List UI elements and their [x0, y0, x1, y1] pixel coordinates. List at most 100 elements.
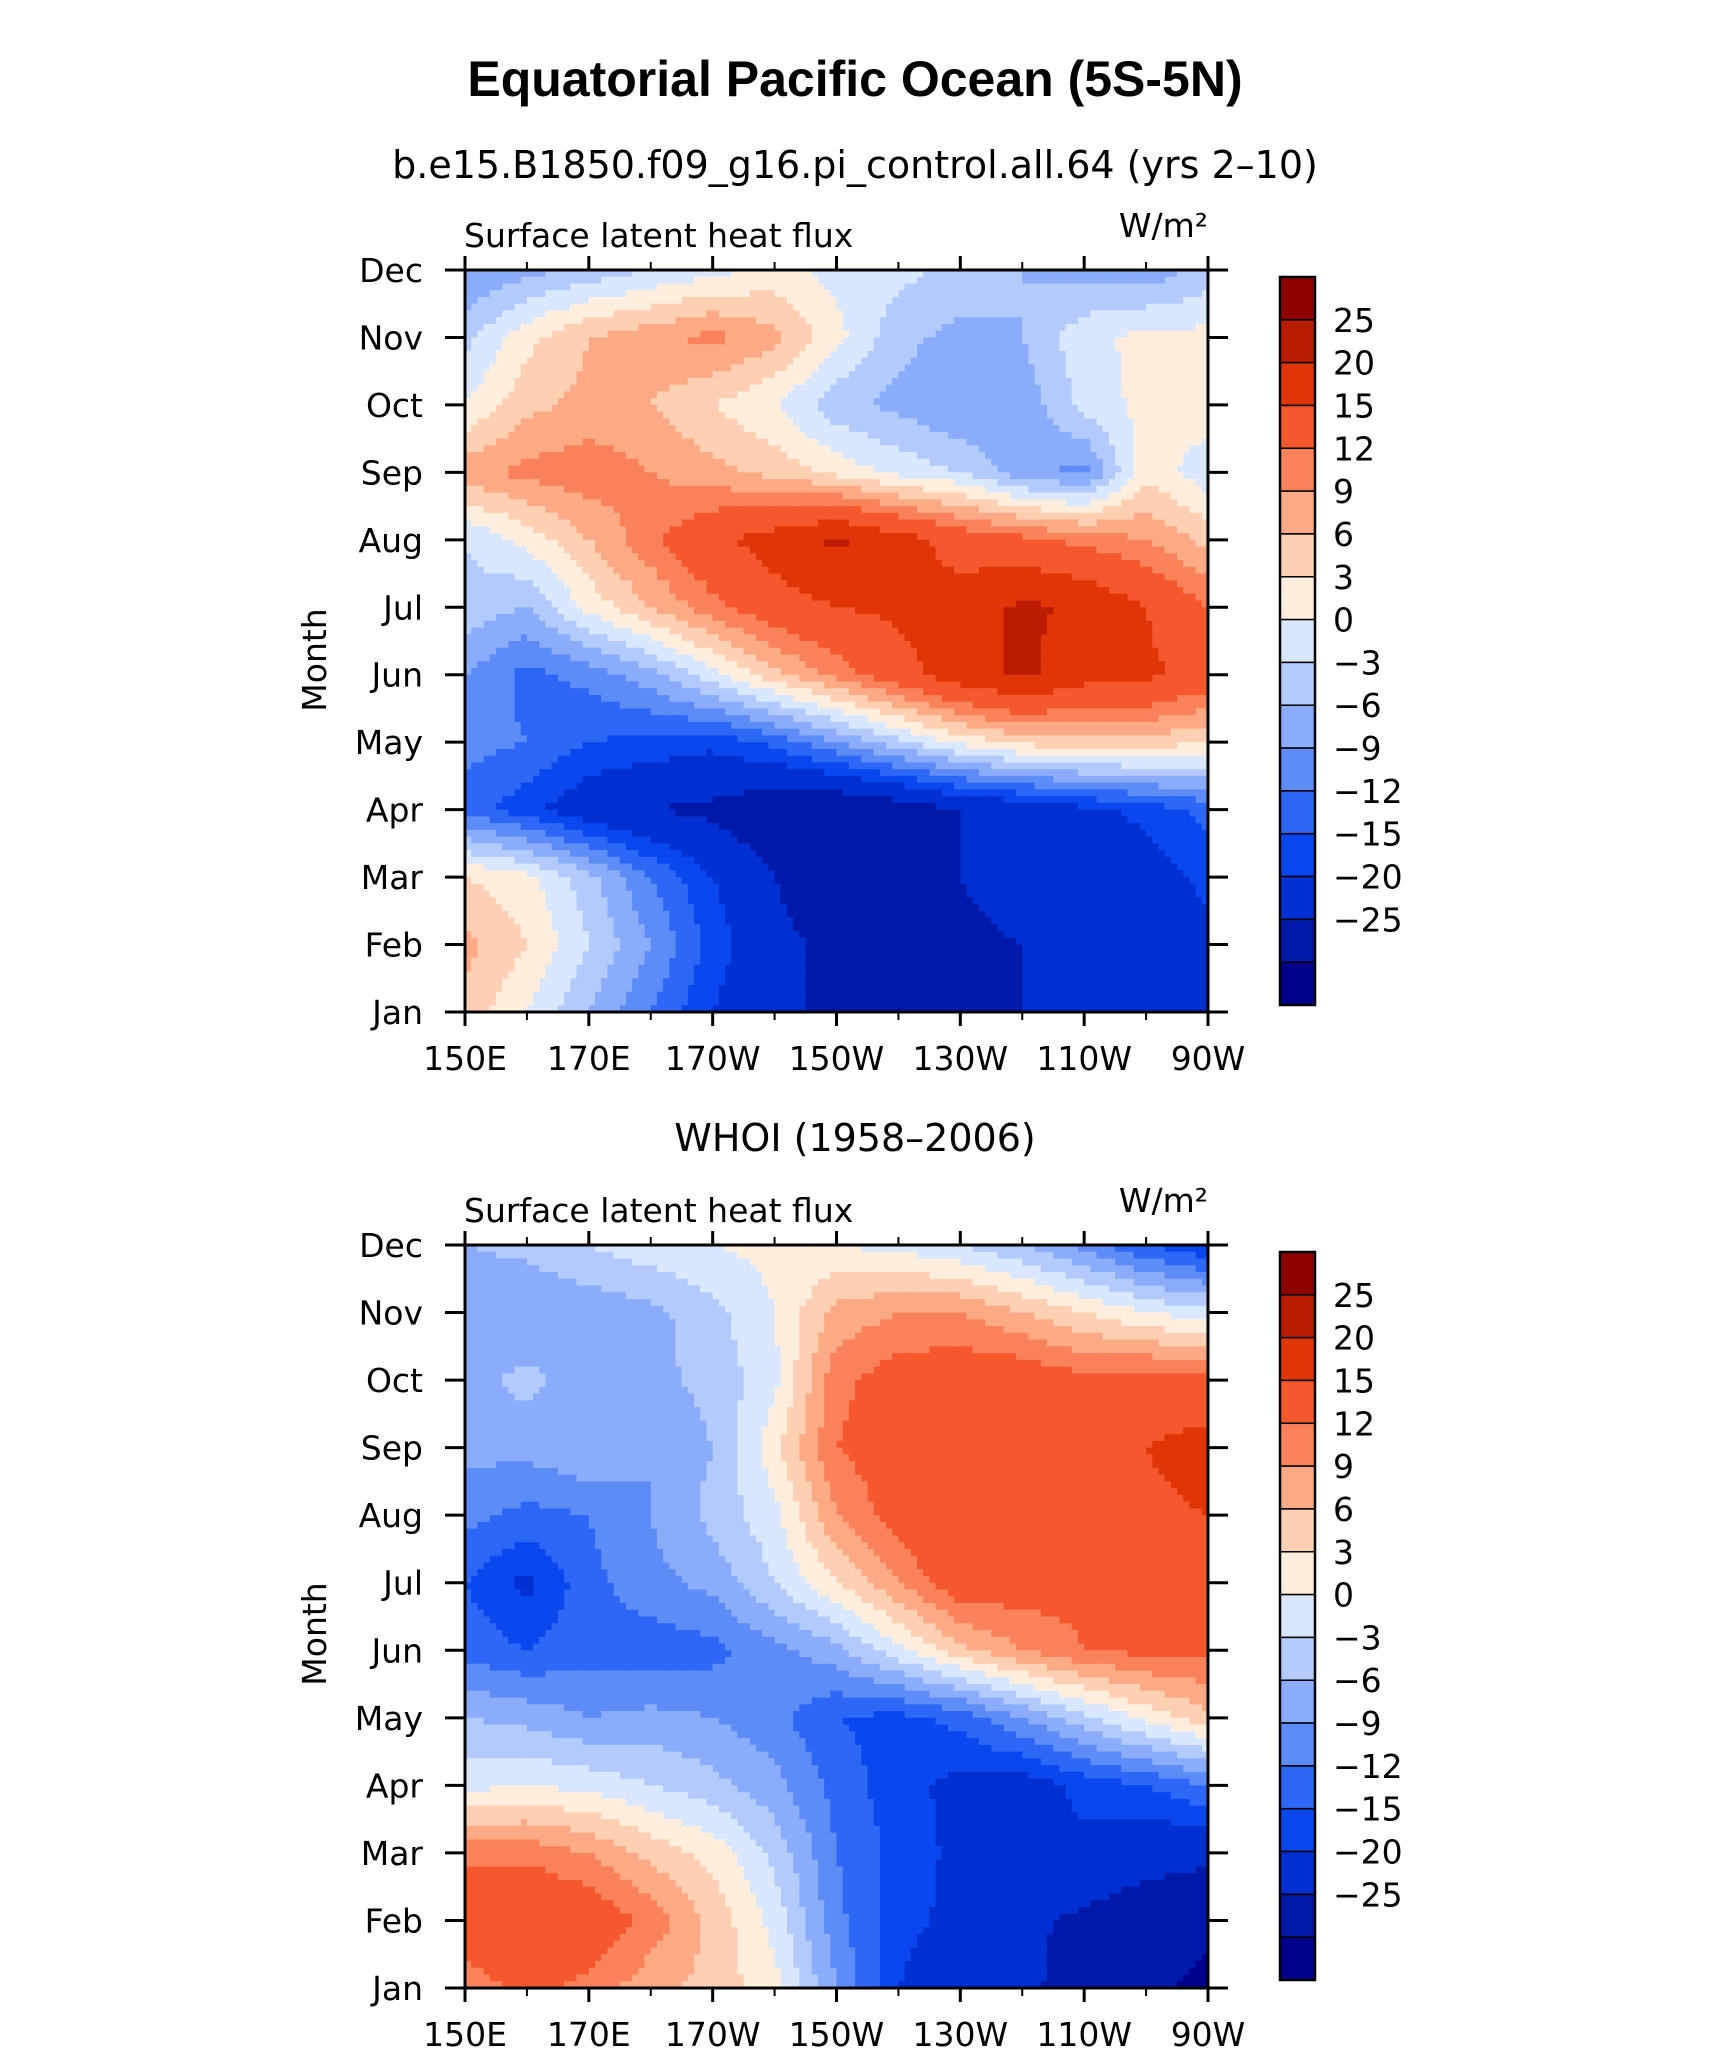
contour-cell [1047, 479, 1054, 486]
contour-cell [1121, 472, 1128, 479]
contour-cell [787, 472, 794, 479]
contour-cell [837, 466, 844, 473]
contour-cell [762, 499, 769, 506]
contour-cell [973, 418, 980, 425]
contour-cell [886, 317, 893, 324]
contour-cell [570, 351, 577, 358]
y-axis-label-model: Month [295, 608, 334, 711]
contour-cell [1158, 540, 1165, 547]
contour-cell [1152, 499, 1159, 506]
contour-cell [917, 520, 924, 527]
contour-cell [1146, 277, 1153, 284]
contour-cell [657, 506, 664, 513]
contour-cell [669, 445, 676, 452]
contour-cell [694, 344, 701, 351]
contour-cell [799, 283, 806, 290]
contour-cell [1090, 324, 1097, 331]
contour-cell [1134, 351, 1141, 358]
contour-cell [1103, 277, 1110, 284]
contour-cell [843, 472, 850, 479]
contour-cell [1084, 283, 1091, 290]
contour-cell [1053, 358, 1060, 365]
contour-cell [1072, 337, 1079, 344]
contour-cell [892, 358, 899, 365]
contour-cell [1090, 337, 1097, 344]
contour-cell [855, 310, 862, 317]
contour-cell [874, 486, 881, 493]
contour-cell [762, 378, 769, 385]
contour-cell [539, 486, 546, 493]
contour-cell [490, 432, 497, 439]
contour-cell [1134, 405, 1141, 412]
contour-cell [496, 358, 503, 365]
contour-cell [645, 344, 652, 351]
contour-cell [1121, 499, 1128, 506]
contour-cell [1066, 472, 1073, 479]
contour-cell [936, 499, 943, 506]
contour-cell [979, 398, 986, 405]
contour-cell [886, 499, 893, 506]
contour-cell [731, 310, 738, 317]
contour-cell [1140, 344, 1147, 351]
contour-cell [1103, 533, 1110, 540]
contour-cell [1115, 358, 1122, 365]
contour-cell [663, 506, 670, 513]
contour-cell [1103, 405, 1110, 412]
contour-cell [880, 486, 887, 493]
contour-cell [731, 277, 738, 284]
contour-cell [706, 405, 713, 412]
contour-cell [651, 540, 658, 547]
contour-cell [564, 371, 571, 378]
contour-cell [756, 371, 763, 378]
contour-cell [923, 520, 930, 527]
contour-cell [781, 337, 788, 344]
contour-cell [706, 533, 713, 540]
contour-cell [905, 391, 912, 398]
contour-cell [818, 324, 825, 331]
contour-cell [626, 526, 633, 533]
contour-cell [570, 432, 577, 439]
contour-cell [688, 337, 695, 344]
contour-cell [936, 445, 943, 452]
contour-cell [1103, 310, 1110, 317]
contour-cell [601, 479, 608, 486]
contour-cell [1103, 445, 1110, 452]
contour-cell [1090, 459, 1097, 466]
contour-cell [837, 432, 844, 439]
contour-cell [1016, 472, 1023, 479]
contour-cell [676, 466, 683, 473]
contour-cell [874, 304, 881, 311]
contour-cell [898, 479, 905, 486]
contour-cell [855, 452, 862, 459]
contour-cell [676, 486, 683, 493]
contour-cell [595, 466, 602, 473]
contour-cell [706, 520, 713, 527]
contour-cell [762, 310, 769, 317]
contour-cell [645, 364, 652, 371]
contour-cell [985, 493, 992, 500]
contour-cell [669, 364, 676, 371]
contour-cell [799, 391, 806, 398]
contour-cell [669, 486, 676, 493]
contour-cell [1196, 378, 1203, 385]
contour-cell [1171, 493, 1178, 500]
contour-cell [775, 283, 782, 290]
contour-cell [508, 493, 515, 500]
contour-cell [929, 283, 936, 290]
contour-cell [1115, 283, 1122, 290]
contour-cell [694, 533, 701, 540]
contour-cell [589, 277, 596, 284]
contour-cell [682, 351, 689, 358]
contour-cell [1177, 283, 1184, 290]
contour-cell [874, 283, 881, 290]
contour-cell [515, 432, 522, 439]
contour-cell [892, 533, 899, 540]
contour-cell [948, 466, 955, 473]
contour-cell [1004, 344, 1011, 351]
contour-cell [521, 540, 528, 547]
contour-cell [737, 324, 744, 331]
contour-cell [1028, 344, 1035, 351]
contour-cell [1035, 297, 1042, 304]
contour-cell [898, 351, 905, 358]
contour-cell [564, 432, 571, 439]
